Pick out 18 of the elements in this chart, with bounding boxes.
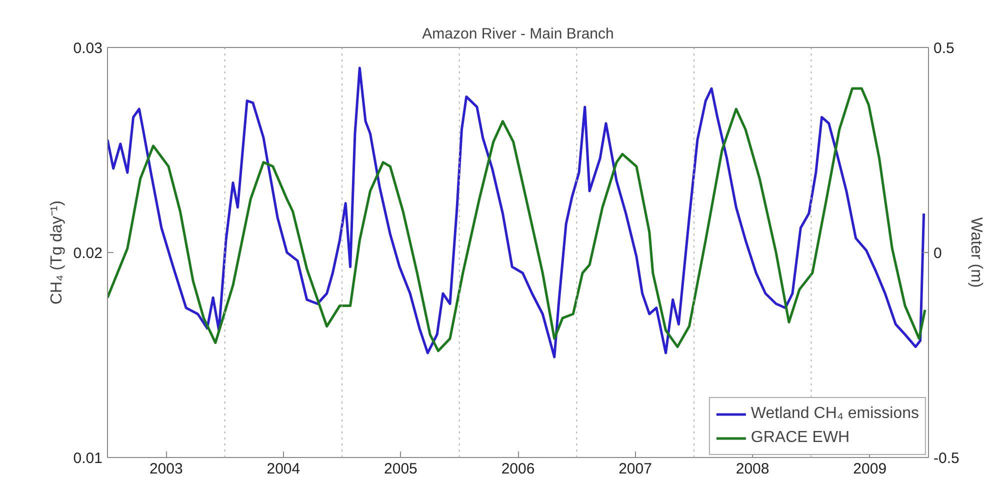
- x-tick-label: 2005: [384, 460, 418, 478]
- chart-title: Amazon River - Main Branch: [422, 26, 614, 42]
- y-tick-label: 0.01: [73, 450, 103, 467]
- x-tick-label: 2007: [618, 460, 652, 478]
- y2-tick-label: 0: [934, 245, 942, 262]
- x-tick-label: 2009: [853, 460, 887, 478]
- y2-tick-label: 0.5: [934, 40, 954, 57]
- y-tick-label: 0.02: [73, 245, 103, 262]
- x-tick-label: 2003: [149, 460, 183, 478]
- y2-tick-label: -0.5: [934, 450, 960, 467]
- legend-label: GRACE EWH: [750, 429, 850, 447]
- y2-axis-title: Water (m): [967, 217, 984, 288]
- y-tick-label: 0.03: [73, 40, 103, 57]
- x-tick-label: 2006: [501, 460, 535, 478]
- y-axis-title: CH₄ (Tg day⁻¹): [48, 200, 66, 304]
- x-tick-label: 2004: [266, 460, 300, 478]
- legend-label: Wetland CH₄ emissions: [750, 405, 919, 423]
- x-tick-label: 2008: [736, 460, 770, 478]
